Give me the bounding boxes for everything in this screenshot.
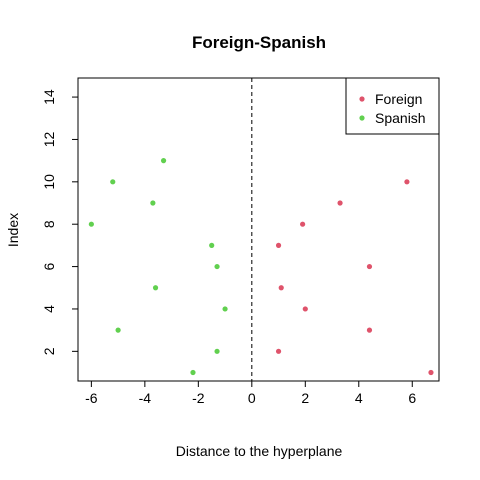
- data-point-spanish: [222, 306, 228, 312]
- legend-marker: [359, 96, 365, 102]
- y-tick-label: 14: [41, 89, 57, 105]
- x-tick-label: -2: [192, 390, 205, 406]
- y-tick-label: 4: [41, 305, 57, 313]
- data-point-spanish: [190, 369, 196, 376]
- data-point-spanish: [88, 221, 94, 227]
- legend-label: Spanish: [375, 110, 426, 126]
- y-tick-label: 2: [41, 347, 57, 355]
- data-point-foreign: [404, 179, 410, 185]
- y-tick-label: 12: [41, 131, 57, 147]
- data-point-foreign: [278, 285, 284, 291]
- y-tick-label: 6: [41, 262, 57, 270]
- legend-label: Foreign: [375, 91, 422, 107]
- x-tick-label: 4: [355, 390, 363, 406]
- data-point-foreign: [275, 242, 282, 248]
- data-points: [88, 158, 434, 376]
- data-point-spanish: [152, 285, 159, 291]
- data-point-spanish: [160, 158, 167, 164]
- y-tick-label: 8: [41, 220, 57, 228]
- legend-marker: [359, 115, 365, 121]
- data-point-foreign: [366, 327, 373, 333]
- x-tick-label: 6: [408, 390, 416, 406]
- data-point-spanish: [214, 263, 220, 270]
- data-point-spanish: [150, 200, 156, 206]
- x-tick-label: 2: [301, 390, 309, 406]
- x-tick-label: -6: [85, 390, 98, 406]
- chart-title: Foreign-Spanish: [192, 33, 326, 52]
- data-point-foreign: [366, 263, 373, 270]
- data-point-spanish: [115, 327, 121, 333]
- x-tick-label: -4: [139, 390, 152, 406]
- plot-frame: [77, 77, 440, 382]
- data-point-foreign: [337, 200, 343, 206]
- y-tick-label: 10: [41, 174, 57, 190]
- y-axis: 2 4 6 8 10 12 14: [41, 89, 78, 355]
- data-point-spanish: [209, 242, 215, 248]
- data-point-foreign: [275, 348, 282, 354]
- y-axis-label: Index: [5, 213, 21, 247]
- legend-box: [345, 77, 440, 135]
- x-axis-label: Distance to the hyperplane: [176, 443, 343, 459]
- x-axis: -6 -4 -2 0 2 4 6: [85, 381, 416, 406]
- data-point-foreign: [302, 306, 308, 312]
- data-point-foreign: [300, 221, 306, 227]
- data-point-spanish: [110, 179, 116, 185]
- data-point-spanish: [214, 348, 220, 354]
- data-point-foreign: [428, 369, 434, 376]
- x-tick-label: 0: [248, 390, 256, 406]
- legend: Foreign Spanish: [345, 77, 440, 135]
